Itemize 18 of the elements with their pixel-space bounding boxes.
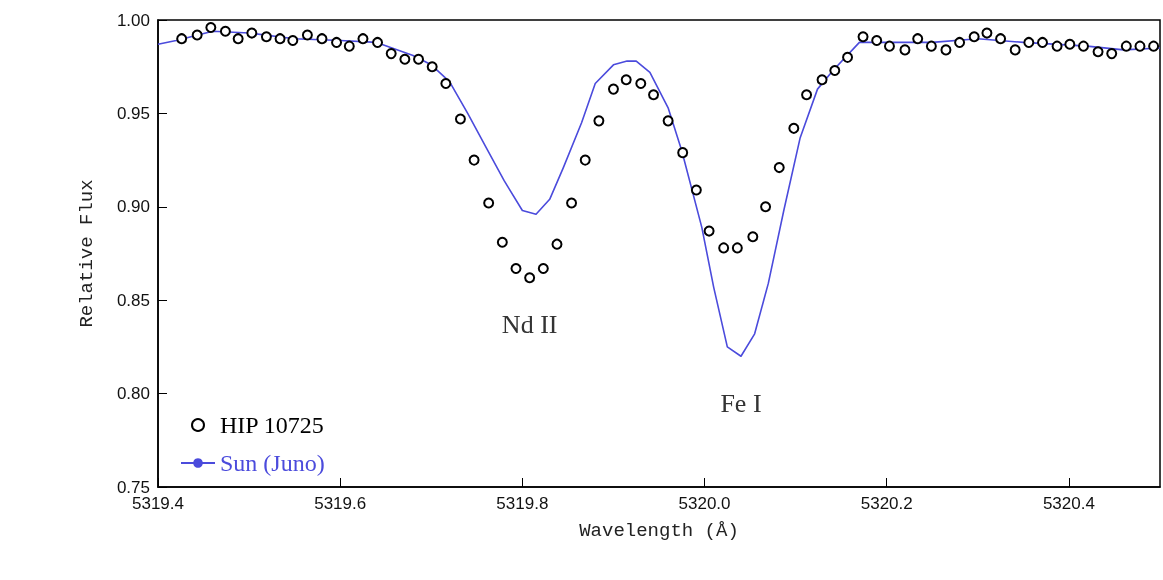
y-tick-label: 0.80	[116, 384, 150, 404]
y-tick-label: 0.90	[116, 197, 150, 217]
annotation: Fe I	[720, 388, 762, 418]
x-tick-label: 5320.4	[1042, 494, 1095, 513]
x-tick-label: 5319.8	[496, 494, 549, 513]
legend-label: HIP 10725	[220, 412, 324, 438]
x-tick-label: 5319.6	[314, 494, 367, 513]
x-tick-label: 5319.4	[132, 494, 184, 513]
y-tick-label: 0.85	[116, 290, 150, 310]
annotation: Nd II	[501, 310, 558, 340]
y-axis-title: Relative Flux	[75, 179, 98, 328]
x-tick-label: 5320.2	[860, 494, 913, 513]
y-tick-label: 0.75	[116, 477, 150, 497]
y-tick-label: 0.95	[116, 103, 150, 123]
x-tick-label: 5320.0	[678, 494, 731, 513]
legend-label: Sun (Juno)	[220, 450, 325, 476]
y-tick-label: 1.00	[116, 10, 150, 30]
x-axis-title: Wavelength (Å)	[579, 519, 739, 542]
